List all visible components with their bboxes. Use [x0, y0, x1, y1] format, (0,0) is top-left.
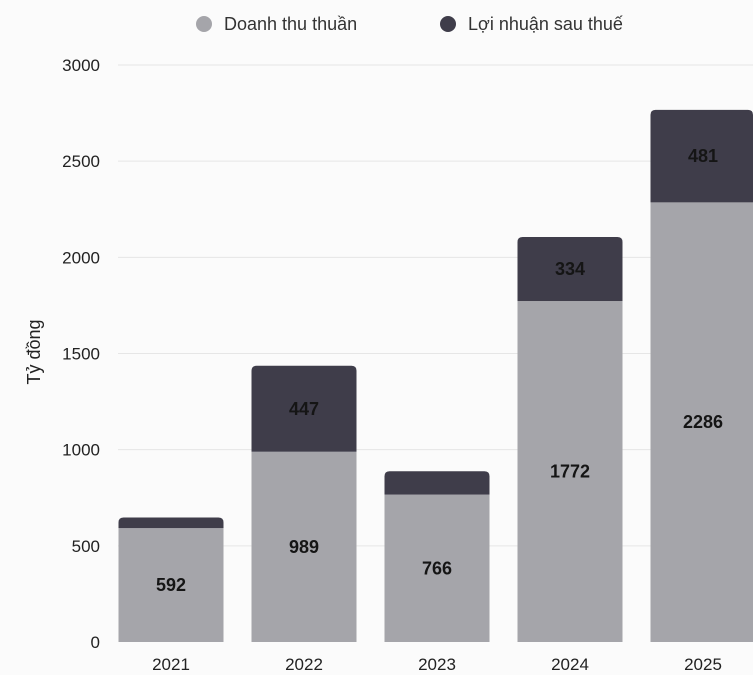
legend-label-revenue: Doanh thu thuần	[224, 14, 357, 34]
bar-segment	[650, 109, 753, 203]
data-label: 2286	[683, 412, 723, 432]
x-tick-label: 2022	[285, 655, 323, 674]
gridlines	[118, 64, 753, 547]
data-label: 447	[289, 399, 319, 419]
bar-segment	[384, 471, 490, 495]
legend-item-revenue: Doanh thu thuần	[196, 14, 357, 34]
data-label: 989	[289, 537, 319, 557]
legend: Doanh thu thuần Lợi nhuận sau thuế	[196, 14, 623, 34]
x-tick-label: 2021	[152, 655, 190, 674]
y-axis-title: Tỷ đồng	[24, 319, 44, 384]
legend-swatch-revenue	[196, 16, 212, 32]
y-tick-label: 0	[91, 633, 100, 652]
data-label: 334	[555, 259, 585, 279]
y-tick-label: 1000	[62, 441, 100, 460]
bar-segment	[517, 236, 623, 302]
x-axis-ticks: 2021 2022 2023 2024 2025	[152, 655, 722, 674]
bar-segment	[118, 517, 224, 529]
bar-segment	[650, 202, 753, 643]
bars: 592 989 447 766 1772 334 2286 481	[118, 109, 753, 643]
data-label: 592	[156, 575, 186, 595]
bar-segment	[118, 528, 224, 642]
legend-label-profit: Lợi nhuận sau thuế	[468, 14, 623, 34]
bar-segment	[251, 451, 357, 642]
bar-segment	[384, 494, 490, 642]
legend-swatch-profit	[440, 16, 456, 32]
y-axis-ticks: 0 500 1000 1500 2000 2500 3000	[62, 56, 100, 652]
y-tick-label: 1500	[62, 345, 100, 364]
y-tick-label: 2000	[62, 248, 100, 267]
bar-segment	[251, 365, 357, 452]
x-tick-label: 2023	[418, 655, 456, 674]
y-tick-label: 500	[72, 537, 100, 556]
data-label: 766	[422, 558, 452, 578]
data-label: 481	[688, 146, 718, 166]
x-tick-label: 2025	[684, 655, 722, 674]
data-label: 1772	[550, 462, 590, 482]
bar-segment	[517, 301, 623, 642]
y-tick-label: 3000	[62, 56, 100, 75]
legend-item-profit: Lợi nhuận sau thuế	[440, 14, 623, 34]
y-tick-label: 2500	[62, 152, 100, 171]
x-tick-label: 2024	[551, 655, 589, 674]
